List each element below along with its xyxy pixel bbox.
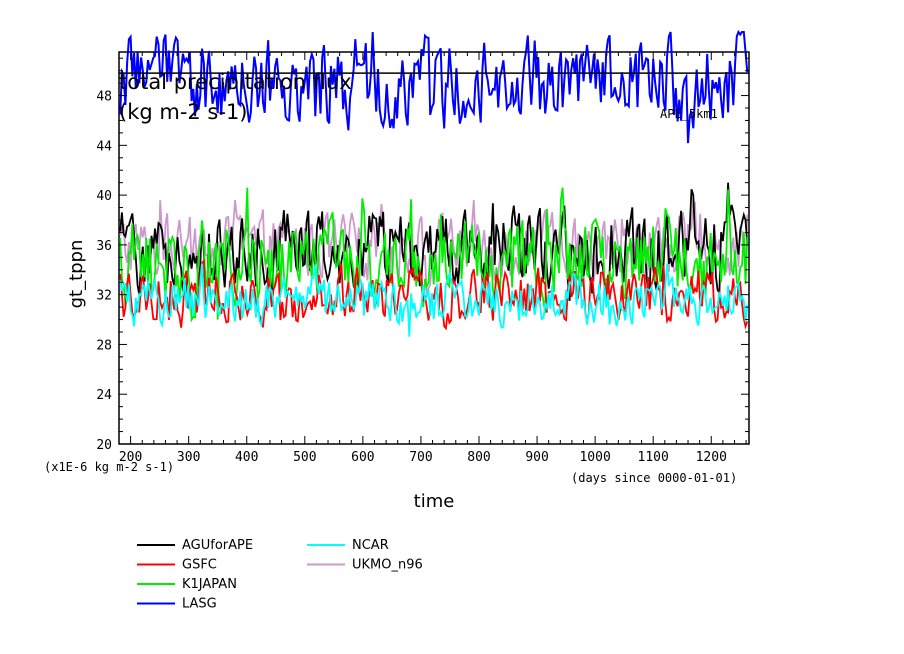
series-line-gsfc [119,258,749,331]
y-axis-label: gt_tppn [66,240,87,309]
series-line-aguforape [119,182,749,301]
series-line-lasg [119,29,749,144]
y-tick-label: 48 [96,90,112,105]
y-tick-label: 40 [96,189,112,204]
x-tick-label: 600 [351,450,374,465]
y-tick-label: 44 [96,139,112,154]
chart-units: (kg m-2 s-1) [119,100,248,124]
x-tick-label: 800 [467,450,490,465]
legend-label: K1JAPAN [182,577,237,592]
series-line-k1japan [119,187,749,323]
x-tick-label: 700 [409,450,432,465]
y-tick-label: 24 [96,388,112,403]
y-tick-label: 28 [96,338,112,353]
legend-label: NCAR [352,538,389,553]
legend-label: UKMO_n96 [352,558,423,573]
legend: AGUforAPE GSFC K1JAPAN LASG NCAR UKMO_n96 [137,538,423,612]
y-tick-label: 32 [96,289,112,304]
x-axis-label: time [414,491,455,512]
y-axis-ticks: 20 24 28 32 36 40 44 48 [96,57,749,453]
legend-label: LASG [182,597,217,612]
x-units-note: (days since 0000-01-01) [571,471,737,485]
legend-label: AGUforAPE [182,538,253,553]
x-tick-label: 900 [525,450,548,465]
x-axis-ticks: 200 300 400 500 600 700 800 900 1000 1100 1200 [118,52,747,465]
x-tick-label: 200 [119,450,142,465]
legend-label: GSFC [182,558,217,573]
plot-frame [118,51,750,445]
x-tick-label: 400 [235,450,258,465]
x-tick-label: 1000 [579,450,610,465]
model-label: APE_5km1 [660,107,718,121]
series-lines [119,29,749,337]
chart-title: total precipitation flux [119,70,352,94]
x-tick-label: 300 [177,450,200,465]
x-tick-label: 1100 [638,450,669,465]
series-line-ncar [119,263,749,337]
y-tick-label: 20 [96,438,112,453]
x-tick-label: 1200 [696,450,727,465]
y-scale-note: (x1E-6 kg m-2 s-1) [44,460,174,474]
y-tick-label: 36 [96,239,112,254]
x-tick-label: 500 [293,450,316,465]
